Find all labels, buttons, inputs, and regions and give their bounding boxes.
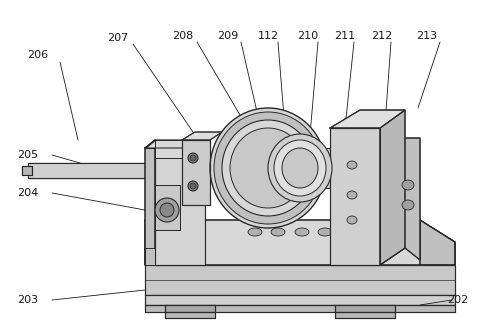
Polygon shape: [145, 265, 455, 295]
Ellipse shape: [190, 155, 196, 161]
Polygon shape: [335, 305, 395, 312]
Polygon shape: [335, 312, 395, 318]
Polygon shape: [330, 128, 380, 265]
Polygon shape: [420, 220, 455, 265]
Text: 211: 211: [335, 31, 356, 41]
Ellipse shape: [155, 198, 179, 222]
Ellipse shape: [230, 128, 306, 208]
Polygon shape: [182, 132, 222, 140]
Polygon shape: [145, 295, 455, 305]
Polygon shape: [155, 140, 205, 158]
Polygon shape: [145, 140, 205, 148]
Ellipse shape: [214, 112, 322, 224]
Polygon shape: [145, 140, 155, 265]
Ellipse shape: [160, 203, 174, 217]
Polygon shape: [330, 110, 405, 128]
Ellipse shape: [347, 216, 357, 224]
Polygon shape: [145, 248, 155, 265]
Polygon shape: [380, 110, 405, 265]
Text: 203: 203: [18, 295, 39, 305]
Text: 207: 207: [107, 33, 129, 43]
Text: 112: 112: [258, 31, 279, 41]
Ellipse shape: [295, 228, 309, 236]
Polygon shape: [145, 220, 455, 265]
Text: 209: 209: [217, 31, 238, 41]
Ellipse shape: [188, 181, 198, 191]
Text: 205: 205: [18, 150, 39, 160]
Polygon shape: [165, 312, 215, 318]
Polygon shape: [182, 140, 210, 205]
Ellipse shape: [271, 228, 285, 236]
Text: 202: 202: [447, 295, 468, 305]
Ellipse shape: [188, 153, 198, 163]
Ellipse shape: [347, 161, 357, 169]
Ellipse shape: [210, 108, 326, 228]
Text: 213: 213: [416, 31, 437, 41]
Polygon shape: [250, 148, 330, 188]
Ellipse shape: [190, 183, 196, 189]
Ellipse shape: [402, 200, 414, 210]
Ellipse shape: [222, 120, 314, 216]
Text: 212: 212: [371, 31, 393, 41]
Text: 208: 208: [172, 31, 193, 41]
Polygon shape: [155, 140, 205, 265]
Polygon shape: [165, 305, 215, 312]
Ellipse shape: [385, 242, 395, 248]
Ellipse shape: [318, 228, 332, 236]
Ellipse shape: [365, 242, 375, 248]
Ellipse shape: [347, 191, 357, 199]
Ellipse shape: [282, 148, 318, 188]
Ellipse shape: [402, 180, 414, 190]
Polygon shape: [380, 138, 420, 265]
Polygon shape: [28, 163, 180, 178]
Polygon shape: [22, 166, 32, 175]
Text: 206: 206: [28, 50, 49, 60]
Polygon shape: [145, 305, 455, 312]
Ellipse shape: [268, 134, 332, 202]
Ellipse shape: [274, 140, 326, 196]
Text: 210: 210: [298, 31, 319, 41]
Ellipse shape: [248, 228, 262, 236]
Polygon shape: [155, 185, 180, 230]
Text: 204: 204: [18, 188, 39, 198]
